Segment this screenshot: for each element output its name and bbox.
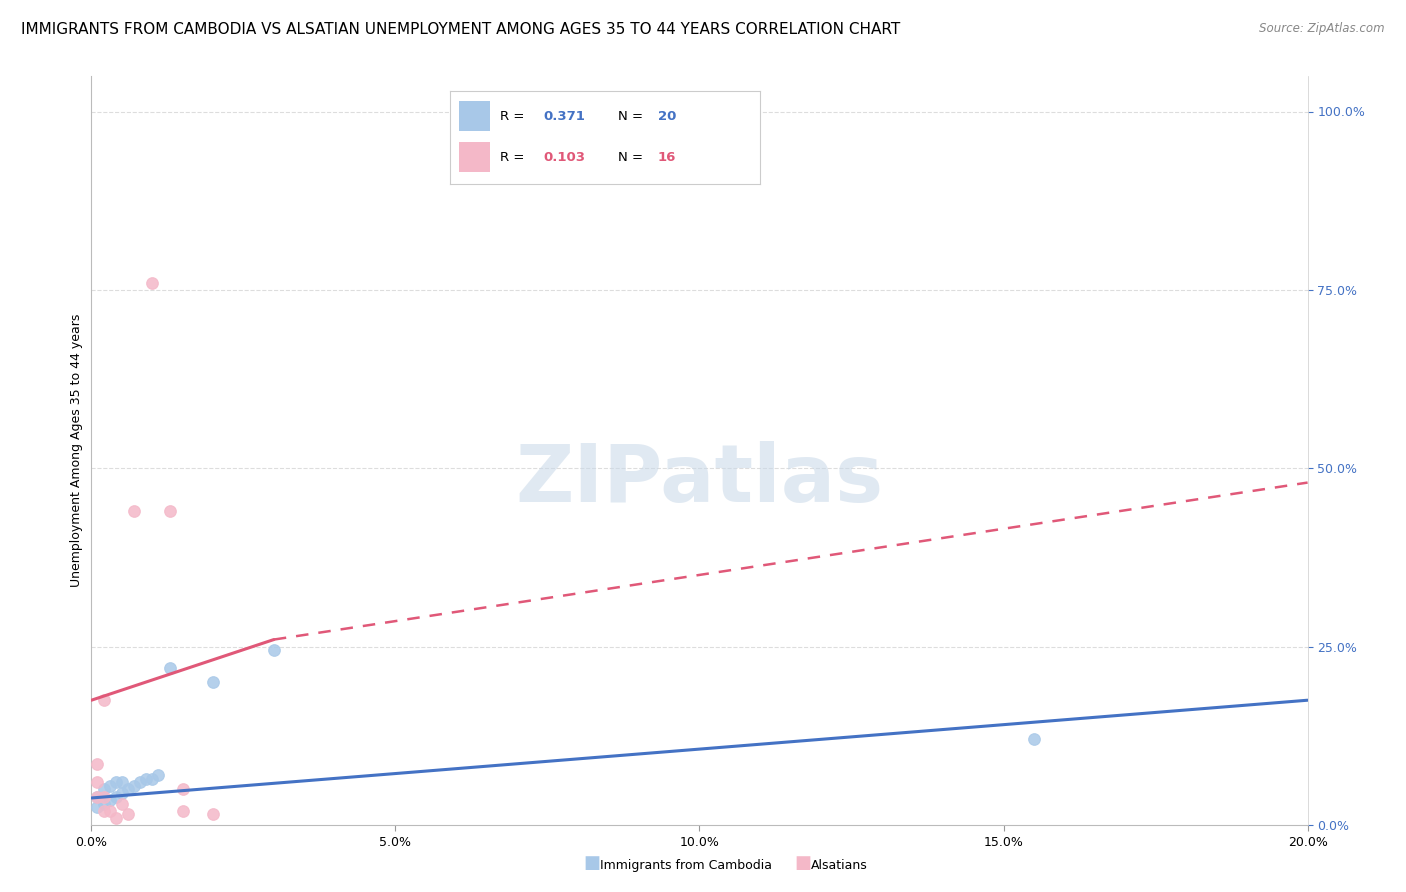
Text: Alsatians: Alsatians xyxy=(811,859,868,872)
Point xyxy=(159,661,181,675)
Point xyxy=(86,775,108,789)
Text: ■: ■ xyxy=(583,855,600,872)
Point xyxy=(111,797,134,811)
Point xyxy=(141,276,163,290)
Point xyxy=(93,797,115,811)
Point xyxy=(141,772,163,786)
Point xyxy=(202,807,225,822)
Point xyxy=(93,789,115,804)
Point xyxy=(98,779,121,793)
Point xyxy=(135,772,157,786)
Point xyxy=(93,693,115,707)
Point xyxy=(202,675,225,690)
Point xyxy=(104,775,127,789)
Point xyxy=(86,800,108,814)
Point xyxy=(111,775,134,789)
Point xyxy=(111,786,134,800)
Point xyxy=(129,775,152,789)
Point xyxy=(122,504,145,518)
Point xyxy=(93,804,115,818)
Text: Immigrants from Cambodia: Immigrants from Cambodia xyxy=(600,859,772,872)
Point xyxy=(1022,732,1045,747)
Point xyxy=(159,504,181,518)
Point xyxy=(148,768,170,782)
Point xyxy=(172,782,194,797)
Point xyxy=(117,807,139,822)
Point xyxy=(172,804,194,818)
Point xyxy=(93,782,115,797)
Point xyxy=(104,789,127,804)
Point xyxy=(122,779,145,793)
Y-axis label: Unemployment Among Ages 35 to 44 years: Unemployment Among Ages 35 to 44 years xyxy=(70,314,83,587)
Text: Source: ZipAtlas.com: Source: ZipAtlas.com xyxy=(1260,22,1385,36)
Point xyxy=(104,811,127,825)
Text: IMMIGRANTS FROM CAMBODIA VS ALSATIAN UNEMPLOYMENT AMONG AGES 35 TO 44 YEARS CORR: IMMIGRANTS FROM CAMBODIA VS ALSATIAN UNE… xyxy=(21,22,900,37)
Point xyxy=(98,793,121,807)
Text: ■: ■ xyxy=(794,855,811,872)
Point xyxy=(263,643,285,657)
Text: ZIPatlas: ZIPatlas xyxy=(516,442,883,519)
Point xyxy=(86,757,108,772)
Point xyxy=(86,789,108,804)
Point xyxy=(117,782,139,797)
Point xyxy=(98,804,121,818)
Point xyxy=(86,789,108,804)
